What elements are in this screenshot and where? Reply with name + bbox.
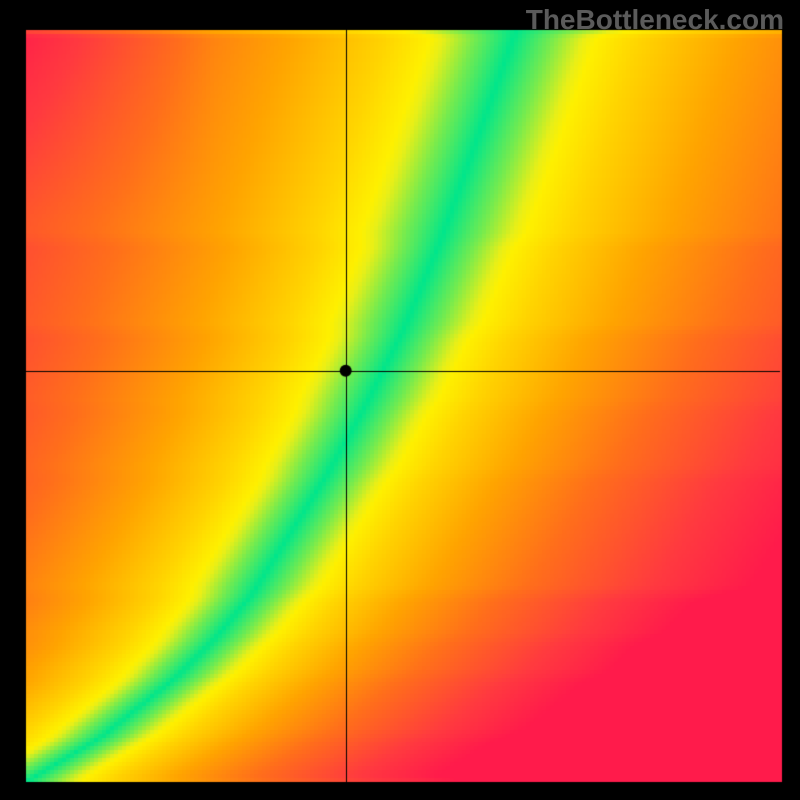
chart-container: TheBottleneck.com (0, 0, 800, 800)
watermark-text: TheBottleneck.com (526, 4, 784, 36)
heatmap-canvas (0, 0, 800, 800)
